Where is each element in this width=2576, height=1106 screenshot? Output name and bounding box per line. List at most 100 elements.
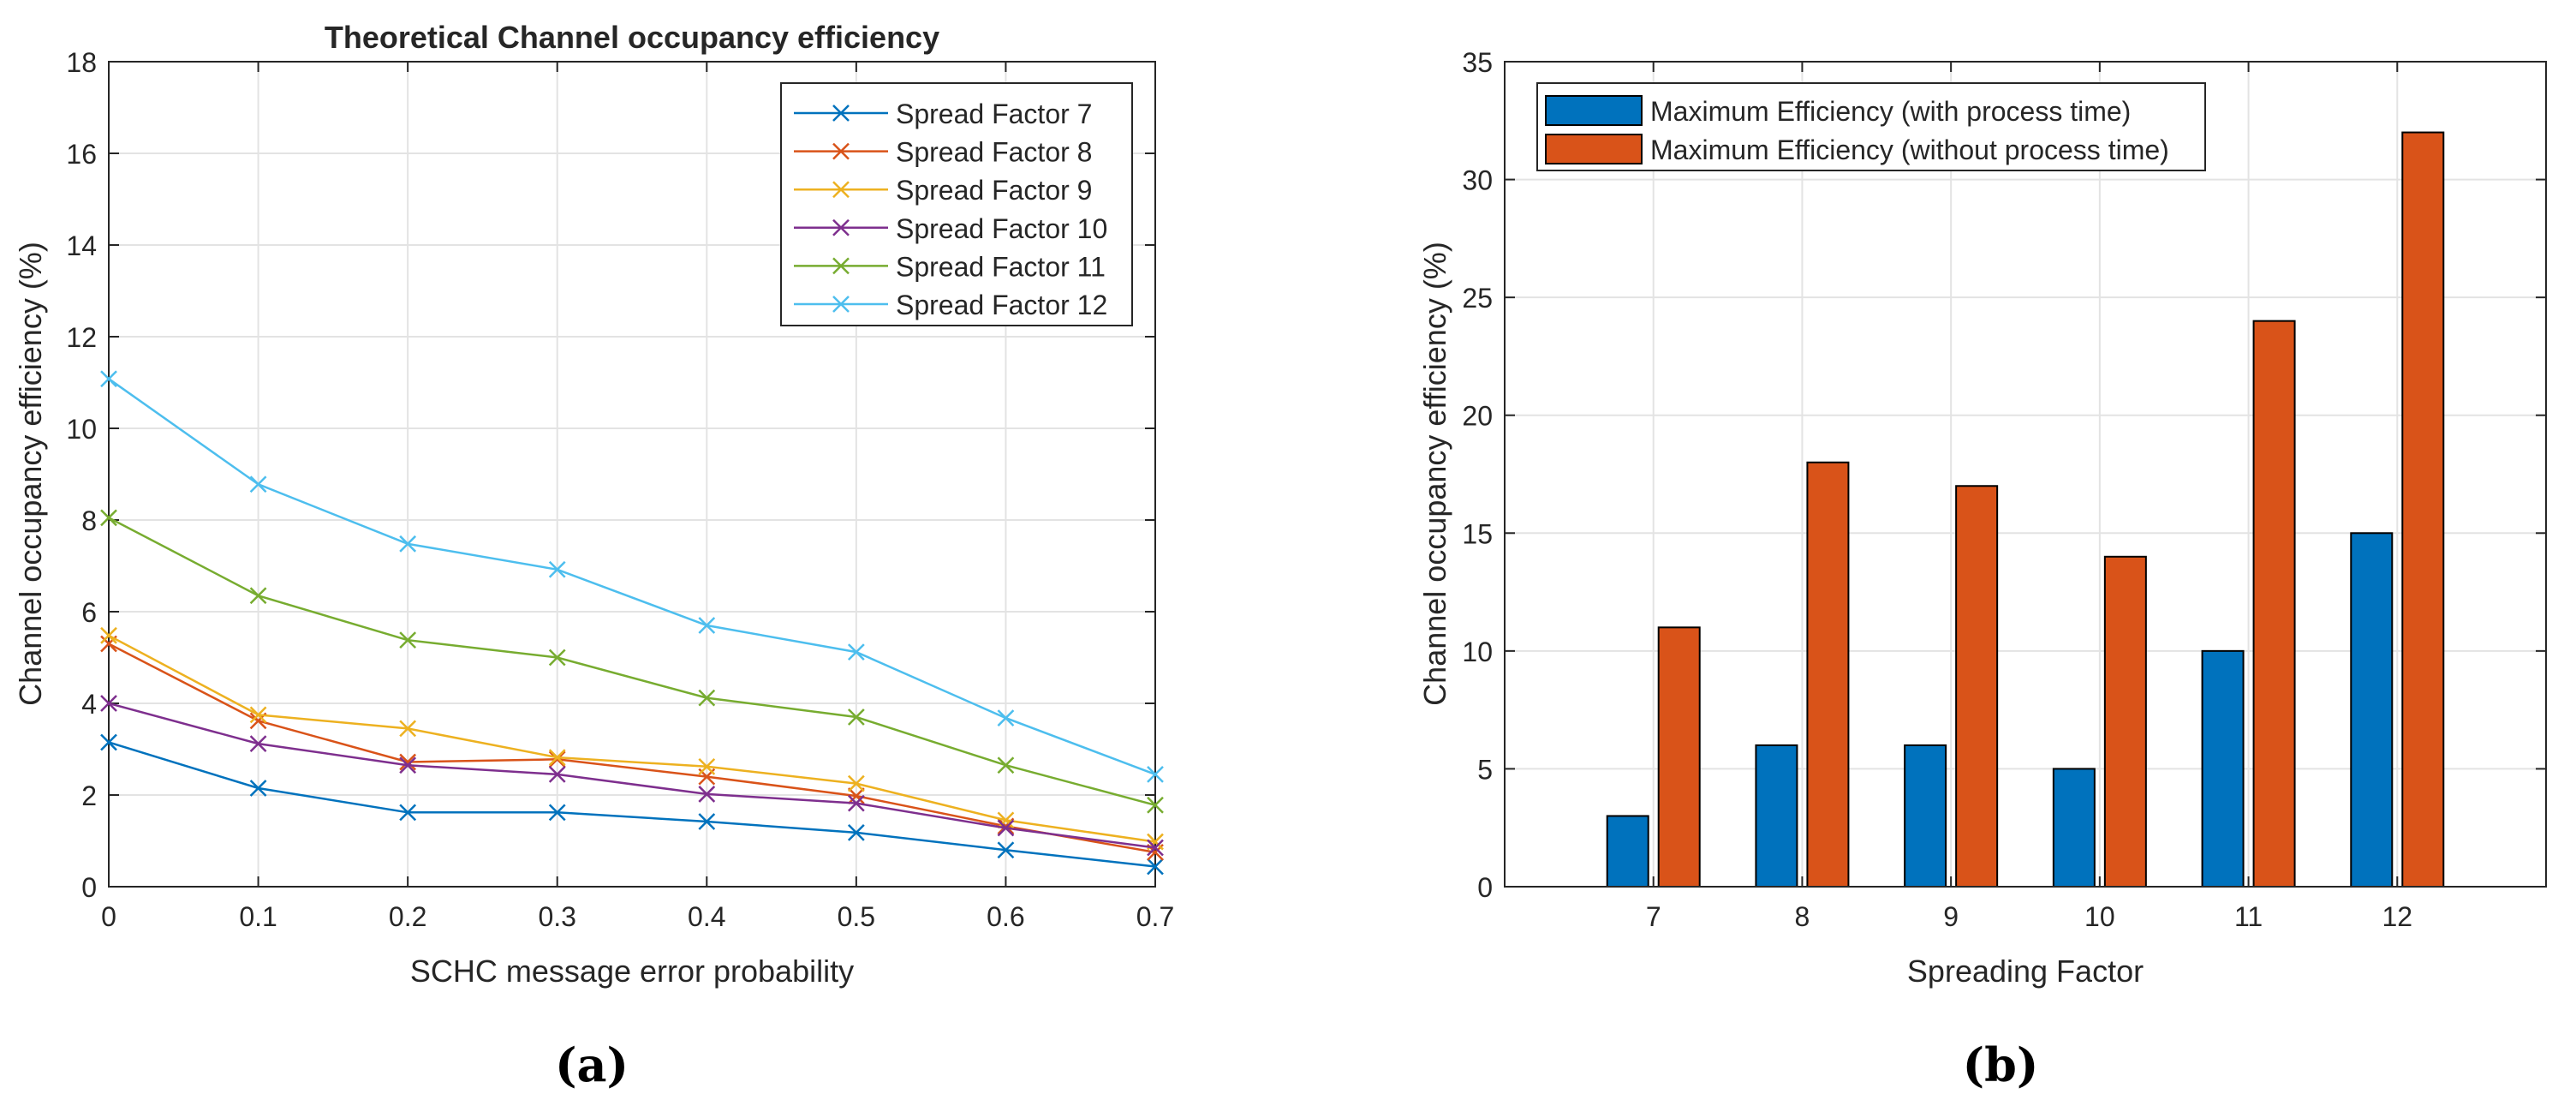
series-line [108,378,1156,776]
x-tick-label: 0.5 [838,901,875,932]
data-point [548,766,566,783]
data-point [100,370,117,388]
data-point [847,643,865,661]
legend-label: Maximum Efficiency (without process time… [1650,135,2169,165]
y-tick-label: 2 [81,780,97,811]
legend-label: Spread Factor 10 [896,213,1107,244]
legend-label: Maximum Efficiency (with process time) [1650,96,2131,127]
chart-title: Theoretical Channel occupancy efficiency [325,20,939,55]
series-5 [100,509,1164,814]
data-point [1147,839,1164,857]
bar-series-1 [2201,649,2245,888]
data-point [698,813,716,830]
data-point [1147,766,1164,783]
data-point [997,841,1015,859]
legend-label: Spread Factor 9 [896,175,1092,206]
data-point [100,626,117,644]
data-point [399,753,417,771]
bar-series-2 [2103,555,2147,888]
legend-label: Spread Factor 8 [896,137,1092,168]
legend-entry: Spread Factor 8 [794,137,1092,168]
data-point [548,804,566,822]
data-point [249,706,267,724]
data-point [847,823,865,841]
y-tick-label: 5 [1477,754,1493,785]
x-axis-label: Spreading Factor [1907,954,2144,989]
y-tick-label: 6 [81,597,97,628]
data-point [997,819,1015,837]
data-point [249,587,267,605]
legend-box [780,82,1133,326]
y-tick-label: 8 [81,505,97,536]
legend-marker [832,105,850,122]
x-tick-label: 9 [1943,901,1959,932]
y-tick-label: 30 [1462,165,1493,196]
panel-label: (b) [1963,1037,2039,1092]
y-tick-label: 0 [1477,872,1493,903]
data-point [249,780,267,797]
series-2 [100,635,1164,861]
y-tick-label: 4 [81,689,97,720]
legend-entry: Maximum Efficiency (with process time) [1545,95,2131,127]
axes-box [108,61,1156,888]
bars [1606,131,2445,888]
y-tick-label: 0 [81,872,97,903]
x-tick-label: 8 [1795,901,1810,932]
bar-series-2 [2401,131,2445,888]
line-chart: 0 2 4 6 8 10 12 14 16 18 0 0.1 0.2 0.3 0.4 0.5 0.6 0.7 Th… [13,20,1174,1092]
legend-entry: Maximum Efficiency (without process time… [1545,134,2169,165]
data-point [997,811,1015,829]
data-point [100,695,117,712]
legend-entry: Spread Factor 10 [794,213,1107,244]
y-axis-label: Channel occupancy efficiency (%) [13,242,48,706]
x-tick-label: 0.6 [987,901,1024,932]
legend-entry: Spread Factor 7 [794,99,1092,129]
legend-label: Spread Factor 7 [896,99,1092,129]
data-point [399,535,417,553]
legend-box [1536,82,2206,171]
series-line [108,634,1156,843]
bar-chart: 0 5 10 15 20 25 30 35 7 8 9 10 11 12 Spreading Factor… [1417,47,2547,1092]
data-point [847,708,865,726]
data-point [997,709,1015,727]
bar-series-2 [1955,485,1999,888]
data-point [249,735,267,752]
data-point [249,475,267,493]
y-axis-label: Channel occupancy efficiency (%) [1417,242,1452,706]
x-tick-label: 12 [2382,901,2412,932]
data-point [100,509,117,527]
data-point [847,774,865,792]
bar-series-2 [2252,320,2296,888]
legend-entry: Spread Factor 12 [794,290,1107,320]
axis-ticks: 0 5 10 15 20 25 30 35 7 8 9 10 11 12 [1462,47,2546,932]
y-tick-label: 12 [66,322,97,353]
y-tick-label: 35 [1462,47,1493,78]
x-tick-label: 0.4 [688,901,725,932]
legend-label: Spread Factor 11 [896,251,1106,282]
panel-label: (a) [555,1037,629,1092]
legend: Maximum Efficiency (with process time) Ma… [1536,82,2206,171]
data-point [698,786,716,803]
data-point [698,689,716,707]
legend: Spread Factor 7 Spread Factor 8 Spread Fac… [780,82,1133,326]
series-lines [100,370,1164,876]
y-tick-label: 10 [1462,637,1493,667]
data-point [399,804,417,822]
legend-marker [832,218,850,236]
bar-series-1 [1904,744,1947,888]
axes-box [1504,61,2547,888]
y-tick-label: 25 [1462,283,1493,314]
data-point [997,756,1015,774]
series-line [108,741,1156,868]
legend-label: Spread Factor 12 [896,290,1107,320]
series-6 [100,370,1164,783]
data-point [548,560,566,578]
bar-series-1 [1606,815,1649,888]
series-1 [100,733,1164,876]
data-point [399,720,417,738]
data-point [399,631,417,649]
data-point [100,733,117,751]
data-point [548,749,566,767]
x-tick-label: 0 [101,901,116,932]
